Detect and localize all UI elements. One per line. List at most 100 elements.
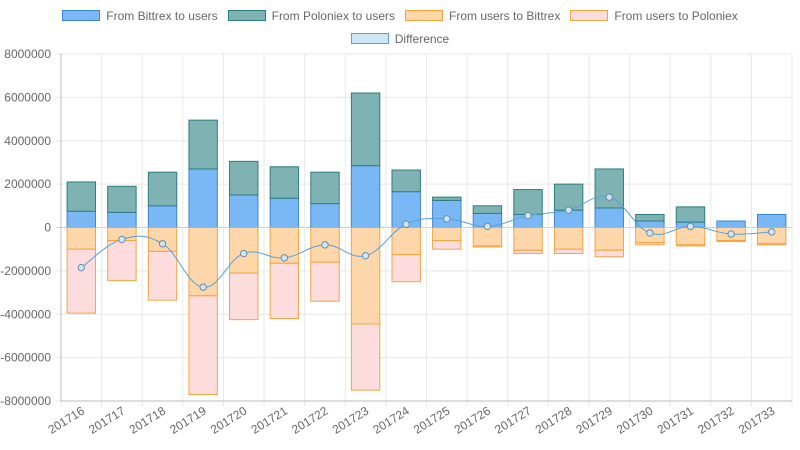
bar (269, 166, 300, 199)
y-tick-label: 0 (44, 221, 51, 235)
bar (391, 254, 421, 283)
y-tick-label: 8000000 (4, 47, 51, 61)
bar (147, 205, 178, 228)
bar (147, 227, 178, 252)
difference-point (361, 251, 370, 260)
y-tick-label: 2000000 (4, 177, 51, 191)
bar (147, 250, 178, 301)
legend-item[interactable]: From users to Poloniex (570, 8, 738, 23)
x-tick-label: 201716 (46, 404, 88, 437)
bar (432, 240, 462, 250)
bar (350, 323, 381, 391)
difference-point (280, 254, 289, 262)
x-tick-label: 201723 (330, 404, 372, 437)
bar (635, 242, 665, 246)
bar (432, 196, 462, 201)
difference-point (118, 235, 126, 244)
legend-swatch (570, 10, 609, 21)
difference-point (524, 211, 532, 220)
bar (594, 207, 624, 228)
difference-point (402, 220, 410, 228)
legend-item[interactable]: From Poloniex to users (227, 8, 395, 23)
x-tick-label: 201718 (127, 404, 169, 437)
bar (472, 245, 503, 248)
x-tick-label: 201727 (492, 404, 534, 437)
x-tick-label: 201720 (208, 404, 250, 437)
difference-point (158, 240, 167, 248)
bar (310, 203, 340, 229)
bar (391, 169, 421, 193)
bar (350, 92, 381, 167)
bar (350, 227, 381, 325)
difference-point (199, 283, 207, 291)
y-tick-label: -8000000 (0, 394, 51, 408)
bar (188, 168, 218, 229)
difference-point (564, 206, 573, 214)
difference-point (767, 228, 776, 236)
x-tick-label: 201726 (452, 404, 494, 437)
legend-item[interactable]: From users to Bittrex (405, 9, 560, 23)
legend-item[interactable]: From Bittrex to users (62, 9, 218, 23)
legend-item[interactable]: Difference (350, 32, 449, 46)
x-tick-label: 201732 (695, 404, 737, 437)
x-tick-label: 201730 (614, 404, 656, 437)
difference-point (727, 230, 735, 238)
bar (66, 227, 97, 250)
bar (147, 171, 178, 207)
bar (229, 194, 259, 228)
bar (188, 295, 218, 395)
bar (756, 243, 787, 246)
x-tick-label: 201721 (249, 404, 291, 437)
x-tick-label: 201717 (86, 404, 128, 437)
x-tick-label: 201731 (655, 404, 697, 437)
bar (66, 210, 97, 228)
legend-row: From Bittrex to users From Poloniex to us… (0, 4, 800, 27)
bar (66, 181, 97, 212)
bar (472, 205, 503, 214)
bar (310, 261, 340, 302)
legend-swatch (350, 33, 389, 44)
bar (675, 244, 706, 247)
legend-swatch (227, 10, 266, 21)
bar (107, 240, 137, 282)
bar (107, 211, 137, 229)
y-tick-label: -2000000 (0, 264, 51, 278)
bar (716, 220, 746, 228)
bar (594, 249, 624, 258)
legend-swatch (405, 10, 443, 21)
difference-point (321, 241, 329, 249)
y-tick-label: 4000000 (4, 134, 51, 148)
bar (391, 227, 421, 256)
bar (756, 213, 787, 229)
bar (594, 168, 624, 209)
bar (553, 248, 584, 255)
difference-point (605, 193, 613, 201)
bar (107, 185, 137, 213)
bar (635, 213, 665, 222)
legend-label: From users to Poloniex (614, 8, 738, 23)
x-tick-label: 201724 (370, 404, 412, 437)
x-tick-label: 201725 (411, 404, 453, 437)
difference-point (443, 215, 451, 223)
x-tick-label: 201722 (289, 404, 331, 437)
bar (432, 199, 462, 228)
bar (594, 227, 624, 251)
bar (350, 165, 381, 229)
difference-point (483, 222, 492, 231)
bar (229, 160, 259, 196)
y-tick-label: -6000000 (0, 351, 51, 365)
y-tick-label: -4000000 (0, 307, 51, 321)
legend-label: From Poloniex to users (271, 8, 395, 23)
difference-point (646, 229, 654, 237)
x-tick-label: 201719 (167, 404, 209, 437)
bar (675, 206, 706, 223)
legend-row: Difference (0, 27, 800, 50)
bar (513, 189, 543, 215)
bar (432, 227, 462, 242)
difference-point (686, 222, 695, 231)
bar (553, 183, 584, 211)
bar (716, 240, 746, 243)
x-tick-label: 201728 (533, 404, 575, 437)
